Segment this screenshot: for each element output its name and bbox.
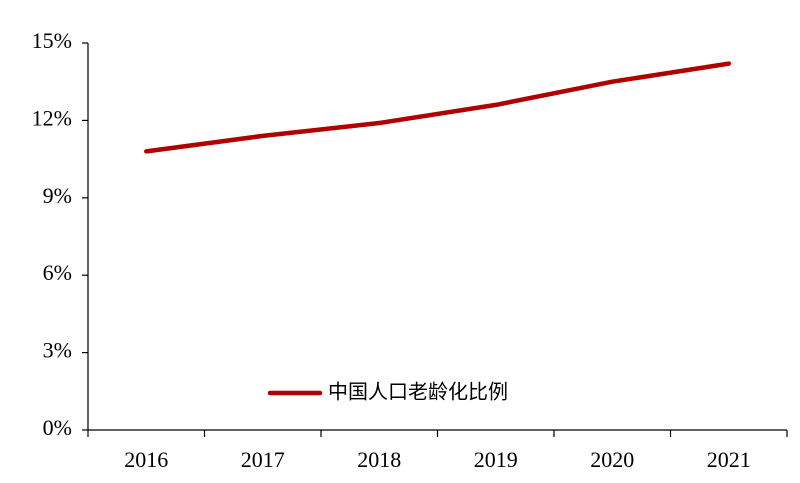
- y-tick-label: 3%: [43, 338, 72, 363]
- y-tick-label: 9%: [43, 183, 72, 208]
- legend-label: 中国人口老龄化比例: [328, 380, 508, 404]
- x-tick-label: 2017: [241, 447, 285, 472]
- x-tick-label: 2018: [357, 447, 401, 472]
- x-tick-label: 2016: [124, 447, 168, 472]
- y-tick-label: 0%: [43, 415, 72, 440]
- y-tick-label: 12%: [32, 105, 72, 130]
- y-tick-label: 15%: [32, 28, 72, 53]
- data-line: [144, 61, 732, 154]
- y-tick-label: 6%: [43, 260, 72, 285]
- x-tick-label: 2019: [474, 447, 518, 472]
- x-tick-label: 2021: [707, 447, 751, 472]
- x-tick-label: 2020: [590, 447, 634, 472]
